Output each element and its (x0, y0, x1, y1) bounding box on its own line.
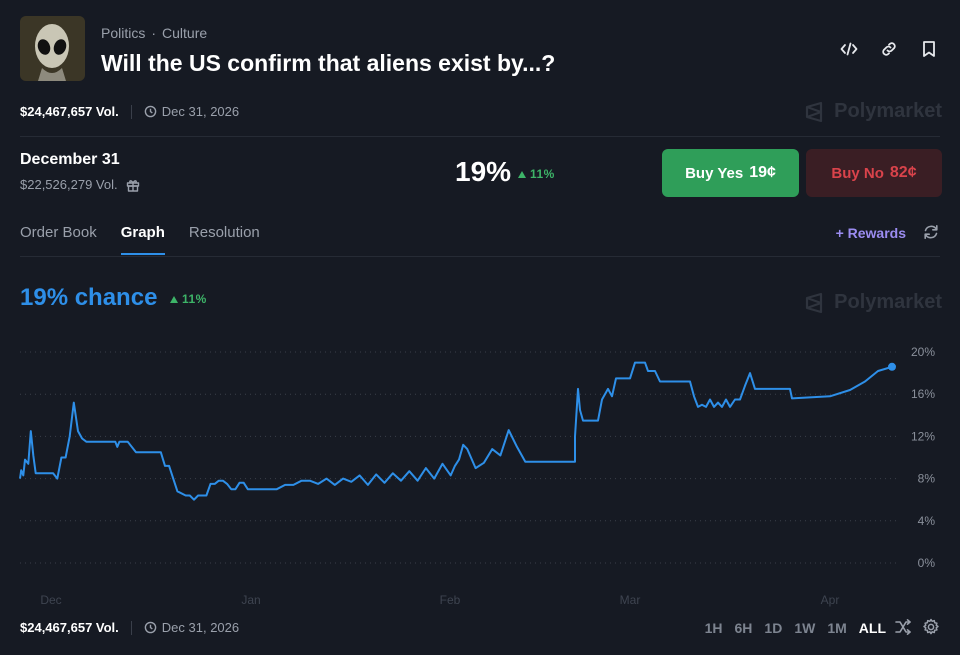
market-image (20, 16, 85, 81)
embed-icon[interactable] (838, 38, 860, 60)
x-tick-label: Mar (620, 593, 641, 607)
triangle-up-icon (518, 170, 526, 178)
end-date: Dec 31, 2026 (144, 104, 239, 119)
end-date-text: Dec 31, 2026 (161, 104, 240, 119)
breadcrumb-politics[interactable]: Politics (101, 25, 146, 41)
x-tick-label: Dec (40, 593, 61, 607)
clock-icon (144, 621, 157, 634)
market-header: Politics · Culture Will the US confirm tha… (20, 16, 940, 82)
divider (20, 256, 940, 257)
polymarket-logo-icon (806, 292, 823, 313)
polymarket-watermark-chart: Polymarket (804, 291, 942, 314)
range-1d[interactable]: 1D (764, 620, 783, 636)
chance-delta-text: 11% (182, 292, 207, 306)
chance-label: 19% chance (20, 284, 158, 311)
range-1w[interactable]: 1W (794, 620, 816, 636)
tab-graph[interactable]: Graph (120, 224, 166, 255)
header-actions (838, 38, 940, 60)
buy-yes-price: 19¢ (749, 164, 776, 181)
page-title: Will the US confirm that aliens exist by… (101, 50, 556, 76)
y-tick-label: 20% (911, 345, 935, 359)
polymarket-watermark-top: Polymarket (804, 100, 942, 123)
buy-yes-label: Buy Yes (685, 164, 744, 182)
footer-volume: $24,467,657 Vol. (20, 620, 119, 635)
y-tick-label: 0% (918, 556, 936, 570)
x-tick-label: Apr (821, 593, 840, 607)
tabs: Order Book Graph Resolution (20, 224, 260, 255)
price-chart[interactable]: 20% 16% 12% 8% 4% 0% Dec Jan Feb Mar Apr (0, 330, 960, 610)
footer-end-date-text: Dec 31, 2026 (161, 620, 240, 635)
rewards-button[interactable]: + Rewards (835, 225, 906, 241)
outcome-percent: 19% (455, 156, 512, 187)
market-meta: $24,467,657 Vol. Dec 31, 2026 (20, 104, 239, 119)
time-range-selector: 1H 6H 1D 1W 1M ALL (705, 620, 886, 636)
chart-y-axis: 20% 16% 12% 8% 4% 0% (911, 345, 935, 570)
outcome-name: December 31 (20, 151, 120, 168)
meta-divider (130, 620, 132, 635)
gift-icon[interactable] (126, 178, 140, 192)
triangle-up-icon (170, 295, 178, 303)
shuffle-icon[interactable] (894, 618, 914, 638)
chart-grid (20, 351, 900, 564)
watermark-text: Polymarket (834, 291, 942, 313)
chart-series-line (19, 361, 893, 501)
tab-resolution[interactable]: Resolution (188, 224, 260, 241)
range-1h[interactable]: 1H (704, 620, 723, 636)
chart-series-endpoint (888, 362, 896, 371)
outcome-delta: 11% (518, 167, 555, 181)
range-6h[interactable]: 6H (734, 620, 753, 636)
y-tick-label: 4% (918, 514, 936, 528)
tab-order-book[interactable]: Order Book (20, 224, 97, 241)
y-tick-label: 12% (911, 429, 935, 443)
footer-end-date: Dec 31, 2026 (144, 620, 239, 635)
refresh-icon[interactable] (922, 223, 942, 243)
meta-divider (130, 104, 132, 119)
bookmark-icon[interactable] (918, 38, 940, 60)
range-all[interactable]: ALL (858, 620, 886, 636)
watermark-text: Polymarket (834, 100, 942, 122)
outcome-delta-text: 11% (530, 167, 555, 181)
market-volume: $24,467,657 Vol. (20, 104, 119, 119)
divider (20, 136, 940, 137)
buy-yes-button[interactable]: Buy Yes 19¢ (662, 149, 799, 197)
chart-x-axis: Dec Jan Feb Mar Apr (40, 593, 839, 607)
clock-icon (144, 105, 157, 118)
buy-no-label: Buy No (831, 164, 884, 182)
chance-delta: 11% (170, 292, 207, 306)
alien-icon (20, 16, 85, 81)
breadcrumb-culture[interactable]: Culture (162, 25, 208, 41)
footer-meta: $24,467,657 Vol. Dec 31, 2026 (20, 620, 239, 635)
y-tick-label: 8% (918, 472, 936, 486)
x-tick-label: Feb (440, 593, 461, 607)
outcome-volume-row: $22,526,279 Vol. (20, 177, 140, 192)
breadcrumb: Politics · Culture (101, 25, 207, 41)
outcome-volume: $22,526,279 Vol. (20, 177, 118, 192)
buy-no-price: 82¢ (889, 164, 917, 181)
polymarket-logo-icon (806, 101, 823, 122)
link-icon[interactable] (878, 38, 900, 60)
buy-no-button[interactable]: Buy No 82¢ (806, 149, 942, 197)
y-tick-label: 16% (911, 387, 935, 401)
range-1m[interactable]: 1M (827, 620, 847, 636)
x-tick-label: Jan (241, 593, 260, 607)
settings-gear-icon[interactable] (922, 618, 942, 638)
breadcrumb-separator: · (151, 25, 157, 41)
